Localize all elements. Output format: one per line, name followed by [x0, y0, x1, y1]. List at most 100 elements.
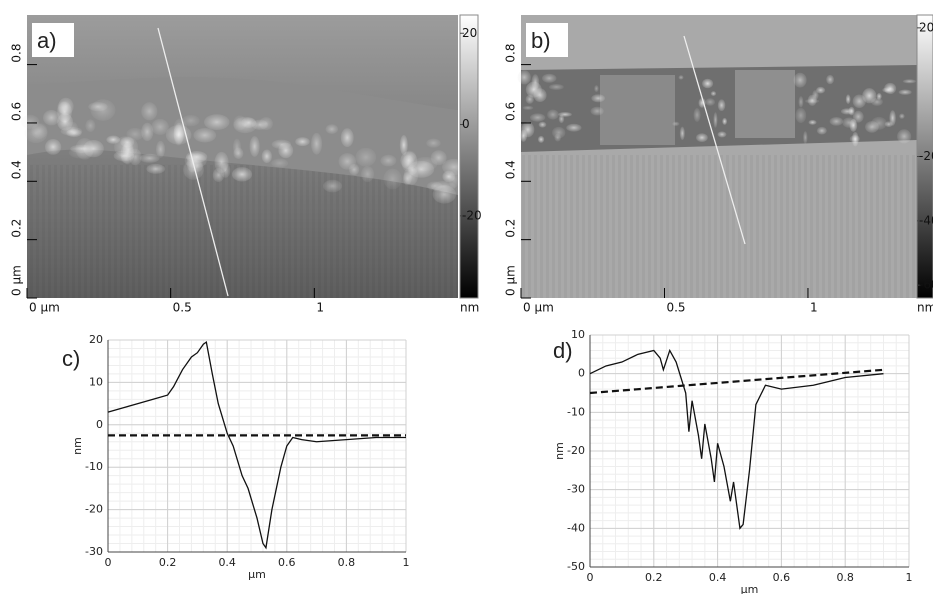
panel-label-box: [526, 23, 568, 57]
grain: [146, 163, 166, 174]
panel-label: c): [62, 346, 80, 371]
grain: [399, 135, 408, 155]
colorbar-unit: nm: [917, 301, 933, 315]
grain: [554, 133, 562, 142]
grain: [538, 121, 547, 128]
grain: [113, 150, 135, 162]
y-tick-label: 0: [96, 418, 103, 431]
grain: [795, 107, 807, 123]
grain: [679, 126, 685, 141]
grain: [430, 180, 456, 193]
profile-line: [589, 348, 884, 530]
grain: [271, 158, 289, 168]
grain: [533, 88, 547, 103]
y-tick-label: 0 µm: [10, 265, 24, 296]
grain: [537, 135, 545, 143]
grain: [139, 153, 160, 163]
baseline-line: [589, 368, 884, 395]
y-axis-label: nm: [71, 437, 84, 455]
x-tick-label: 1: [810, 301, 818, 315]
grain: [325, 124, 339, 134]
grain: [566, 123, 582, 132]
grain: [902, 79, 917, 84]
afm-image: [517, 15, 917, 298]
colorbar-tick-label: 0: [462, 117, 470, 131]
grain: [882, 87, 895, 93]
grain: [845, 94, 851, 104]
grain: [829, 117, 844, 126]
grain: [851, 132, 859, 147]
panel-label: b): [531, 28, 551, 53]
colorbar: [459, 14, 479, 299]
colorbar-tick-label: -40: [919, 213, 933, 227]
grain: [517, 70, 531, 85]
grain: [899, 113, 905, 119]
grain: [361, 165, 375, 183]
colorbar-tick-label: -60: [919, 278, 933, 292]
grain: [558, 112, 572, 117]
grain: [45, 139, 62, 155]
colorbar-tick-label: -20: [919, 149, 933, 163]
image-streaks: [27, 165, 458, 298]
x-tick-label: 0 µm: [29, 301, 60, 315]
panel-label-box: [32, 23, 74, 57]
grain: [530, 113, 546, 122]
x-tick-label: 0.8: [338, 556, 356, 569]
scan-line: [157, 27, 229, 297]
y-tick-label: 0.6: [10, 102, 24, 121]
y-tick-label: -40: [567, 521, 585, 534]
grain: [541, 73, 557, 83]
y-tick-label: -20: [567, 444, 585, 457]
grain: [57, 113, 73, 131]
grain: [897, 129, 912, 144]
grain: [590, 106, 604, 116]
y-tick-label: -30: [567, 483, 585, 496]
grain: [826, 74, 834, 85]
grain: [521, 122, 535, 138]
scan-line: [683, 35, 746, 245]
grain: [249, 136, 260, 157]
y-tick-label: 0.2: [10, 219, 24, 238]
grain: [261, 149, 272, 164]
grain: [862, 88, 877, 104]
grain-domain: [735, 70, 795, 138]
grain: [271, 139, 292, 149]
grain: [413, 156, 438, 172]
grain: [807, 94, 817, 106]
grain: [852, 110, 864, 123]
grain: [75, 138, 95, 160]
y-tick-label: -30: [85, 545, 103, 558]
grain: [42, 109, 60, 126]
grain: [311, 132, 323, 155]
grain: [672, 121, 680, 127]
y-tick-label: -10: [567, 405, 585, 418]
y-axis-label: nm: [553, 442, 566, 460]
grain: [803, 131, 808, 144]
grain: [251, 119, 269, 130]
grain: [220, 162, 231, 178]
x-tick-label: 1: [316, 301, 324, 315]
x-tick-label: 1: [906, 571, 913, 584]
x-tick-label: 0.5: [666, 301, 685, 315]
y-tick-label: 0.8: [10, 44, 24, 63]
x-tick-label: 0: [587, 571, 594, 584]
grain: [355, 147, 377, 167]
grain: [693, 108, 701, 122]
y-tick-label: 0.2: [504, 219, 518, 238]
afm-image: [20, 15, 466, 298]
colorbar-tick-label: -20: [462, 208, 482, 222]
x-tick-label: 0.4: [709, 571, 727, 584]
grain: [889, 110, 896, 126]
grain: [155, 140, 166, 158]
grain: [442, 170, 455, 183]
grain: [696, 133, 708, 142]
y-tick-label: 20: [89, 333, 103, 346]
y-tick-label: 10: [571, 328, 585, 341]
grain: [793, 72, 807, 88]
grain: [548, 83, 564, 90]
grain: [323, 179, 343, 193]
grain: [547, 109, 559, 120]
grain: [403, 166, 419, 186]
image-streaks: [521, 155, 917, 298]
